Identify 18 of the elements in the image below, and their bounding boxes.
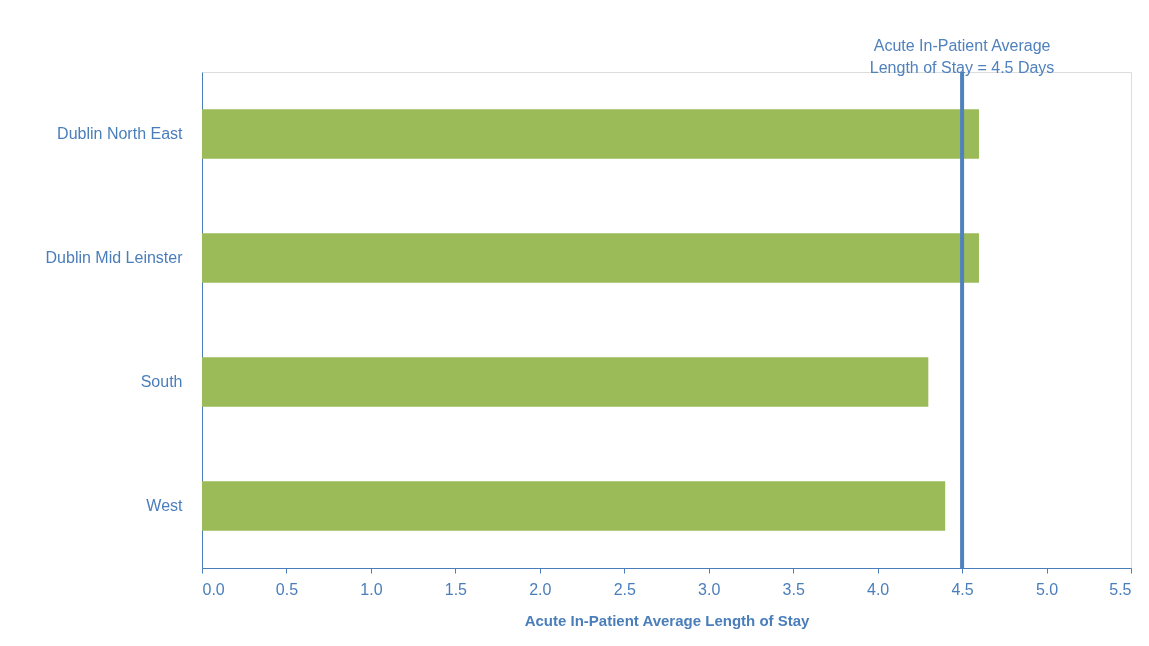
x-axis-title: Acute In-Patient Average Length of Stay [524, 611, 811, 629]
y-tick-label: South [140, 373, 183, 390]
x-tick-label: 4.0 [867, 580, 890, 598]
ref-line-label: Acute In-Patient Average Length of Stay = 4.5 Days [869, 37, 1055, 76]
x-tick-label: 2.5 [613, 580, 636, 598]
x-tick-label: 1.5 [444, 580, 468, 598]
x-tick-label: 3.0 [698, 580, 721, 598]
x-tick-label: 5.5 [1109, 580, 1132, 598]
x-tick-label: 5.0 [1035, 580, 1059, 598]
x-tick-label: 0.0 [202, 580, 225, 598]
x-tick-label: 0.5 [275, 580, 299, 598]
y-tick-label: West [146, 497, 184, 514]
y-tick-label: Dublin North East [57, 125, 184, 142]
y-tick-label: Dublin Mid Leinster [45, 249, 184, 266]
x-tick-label: 4.5 [951, 580, 974, 598]
x-tick-label: 3.5 [782, 580, 805, 598]
x-tick-label: 1.0 [360, 580, 383, 598]
x-tick-label: 2.0 [529, 580, 552, 598]
